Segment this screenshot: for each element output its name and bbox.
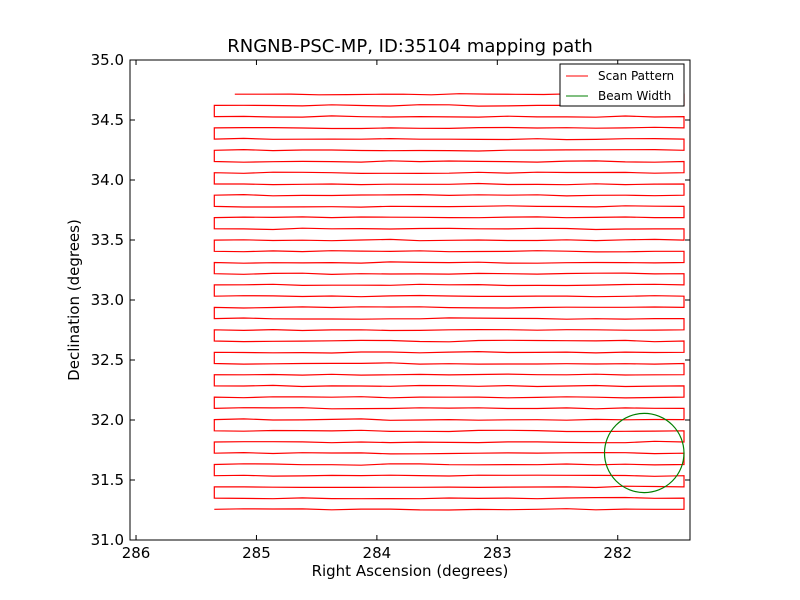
- chart-title: RNGNB-PSC-MP, ID:35104 mapping path: [227, 36, 593, 57]
- x-tick-label: 285: [242, 544, 271, 562]
- x-tick-label: 284: [363, 544, 392, 562]
- y-tick-label: 31.0: [91, 531, 124, 549]
- y-tick-label: 32.0: [91, 411, 124, 429]
- y-axis-label: Declination (degrees): [65, 219, 83, 381]
- y-tick-label: 34.5: [91, 111, 124, 129]
- y-tick-label: 34.0: [91, 171, 124, 189]
- x-ticks: 286 285 284 283 282: [122, 60, 632, 562]
- legend: Scan Pattern Beam Width: [559, 63, 685, 107]
- beam-width-circle: [603, 412, 685, 494]
- x-tick-label: 283: [483, 544, 512, 562]
- x-axis-label: Right Ascension (degrees): [312, 562, 509, 580]
- y-tick-label: 33.5: [91, 231, 124, 249]
- y-tick-label: 32.5: [91, 351, 124, 369]
- x-tick-label: 286: [122, 544, 151, 562]
- scan-pattern-line: [213, 93, 685, 511]
- y-tick-label: 33.0: [91, 291, 124, 309]
- legend-label-beam-width: Beam Width: [598, 89, 671, 103]
- x-tick-label: 282: [603, 544, 632, 562]
- y-tick-label: 31.5: [91, 471, 124, 489]
- y-tick-label: 35.0: [91, 51, 124, 69]
- legend-box: [559, 63, 685, 107]
- legend-label-scan-pattern: Scan Pattern: [598, 69, 674, 83]
- beam-width-layer: [603, 412, 685, 494]
- y-ticks: 31.0 31.5 32.0 32.5 33.0 33.5 34.0 34.5 35.0: [91, 51, 690, 549]
- scan-pattern-layer: [213, 93, 685, 511]
